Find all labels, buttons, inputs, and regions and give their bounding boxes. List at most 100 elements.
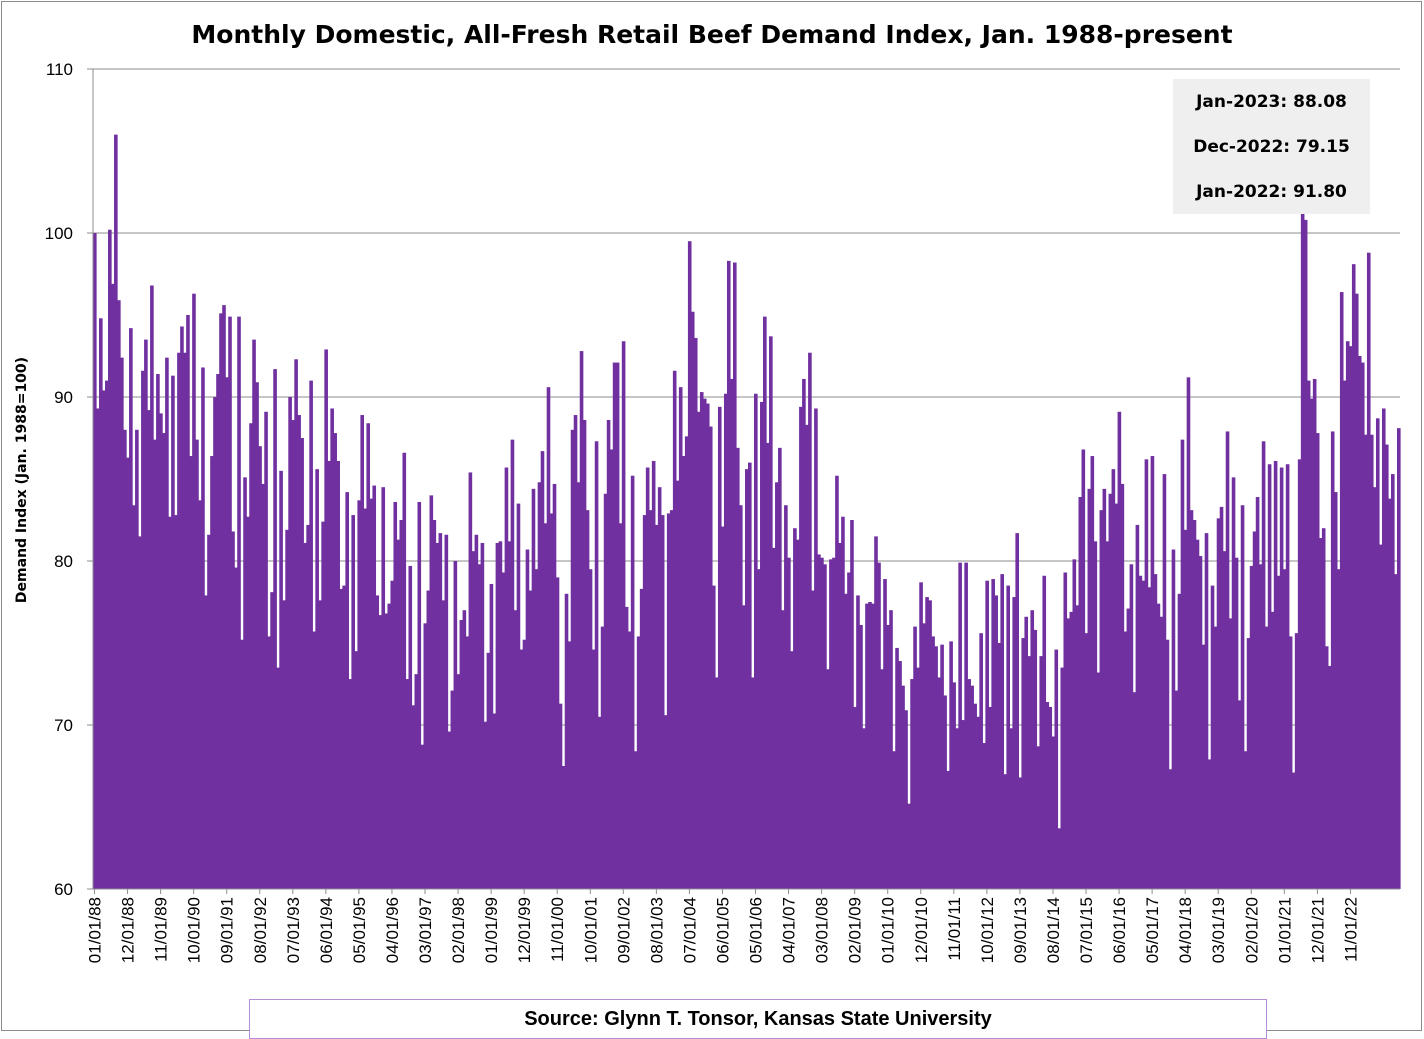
bar xyxy=(594,441,599,889)
bar xyxy=(102,390,106,889)
bar xyxy=(775,482,779,889)
bar xyxy=(579,351,584,890)
bar xyxy=(1123,631,1128,889)
y-tick-label: 110 xyxy=(46,60,73,79)
bar xyxy=(907,803,911,889)
bar xyxy=(684,436,689,889)
bar xyxy=(1156,603,1161,889)
bar xyxy=(1054,649,1059,889)
bar xyxy=(468,472,473,889)
x-tick-label: 12/01/21 xyxy=(1308,897,1327,963)
bar xyxy=(859,624,863,889)
bar xyxy=(606,419,611,889)
bar xyxy=(1111,469,1116,889)
bar xyxy=(288,397,292,889)
bar xyxy=(835,475,839,889)
bar xyxy=(729,378,734,889)
bar xyxy=(309,380,313,889)
bar xyxy=(1024,616,1029,889)
bar xyxy=(522,639,527,889)
bar xyxy=(735,447,740,889)
bar xyxy=(871,603,875,889)
x-tick-label: 08/01/03 xyxy=(647,897,666,963)
bar xyxy=(225,377,229,889)
bar xyxy=(1372,487,1377,889)
bar xyxy=(456,674,461,889)
bar xyxy=(591,649,596,889)
bar xyxy=(1390,474,1395,889)
bar xyxy=(525,549,530,889)
bar xyxy=(790,651,794,889)
bar xyxy=(868,602,872,889)
bar xyxy=(817,554,821,889)
x-tick-label: 08/01/14 xyxy=(1044,897,1063,963)
bar xyxy=(390,580,395,889)
x-tick-label: 06/01/16 xyxy=(1110,897,1129,963)
bar xyxy=(552,483,557,889)
bar xyxy=(582,419,587,889)
source-box: Source: Glynn T. Tonsor, Kansas State Un… xyxy=(249,999,1267,1039)
bar xyxy=(1015,533,1020,889)
bar xyxy=(645,467,650,889)
bar xyxy=(1063,572,1068,889)
x-tick-label: 02/01/98 xyxy=(449,897,468,963)
bar xyxy=(1027,656,1032,889)
bar xyxy=(1195,539,1200,889)
bar xyxy=(537,482,542,889)
bar xyxy=(129,328,133,889)
bar xyxy=(240,639,244,889)
bar xyxy=(183,352,187,890)
bar xyxy=(1219,506,1224,889)
bar xyxy=(546,387,551,889)
x-tick-label: 11/01/22 xyxy=(1341,897,1360,962)
bar xyxy=(279,470,283,889)
bar xyxy=(1312,378,1317,889)
bar xyxy=(757,569,761,889)
bar xyxy=(1393,574,1398,889)
bar xyxy=(919,582,923,889)
bar xyxy=(1102,488,1107,889)
bar xyxy=(114,134,118,890)
bar xyxy=(348,679,352,889)
bar xyxy=(1045,702,1050,889)
bar xyxy=(603,493,608,889)
bar xyxy=(1150,456,1155,889)
bar xyxy=(1309,398,1314,889)
bar xyxy=(453,561,458,889)
x-tick-label: 01/01/10 xyxy=(879,897,898,963)
bar xyxy=(811,590,815,889)
bar xyxy=(1042,575,1047,889)
bar xyxy=(1186,377,1191,889)
bar xyxy=(294,359,298,889)
y-tick-label: 90 xyxy=(54,388,73,407)
bar xyxy=(627,631,632,889)
bar xyxy=(1324,646,1329,889)
bar xyxy=(1315,433,1320,889)
bar xyxy=(504,467,509,889)
bar xyxy=(982,743,986,889)
bar xyxy=(651,460,656,889)
bar xyxy=(1051,736,1056,889)
bar xyxy=(1030,610,1035,889)
bar xyxy=(327,460,331,889)
bar xyxy=(666,513,671,889)
bar xyxy=(973,703,977,889)
x-tick-label: 10/01/90 xyxy=(185,897,204,963)
bar xyxy=(1105,541,1110,889)
bar xyxy=(177,352,181,890)
bar xyxy=(988,706,992,889)
bar xyxy=(156,374,160,889)
bar xyxy=(678,387,683,889)
bar xyxy=(958,562,962,889)
bar-series xyxy=(93,134,1401,890)
bar xyxy=(1174,690,1179,889)
bar xyxy=(540,451,545,889)
bar xyxy=(636,636,641,889)
bar xyxy=(402,452,407,889)
bar xyxy=(946,770,950,889)
bar xyxy=(766,442,770,889)
bar xyxy=(1129,564,1134,889)
bar xyxy=(444,534,449,889)
bar xyxy=(1375,418,1380,889)
bar xyxy=(135,429,139,889)
